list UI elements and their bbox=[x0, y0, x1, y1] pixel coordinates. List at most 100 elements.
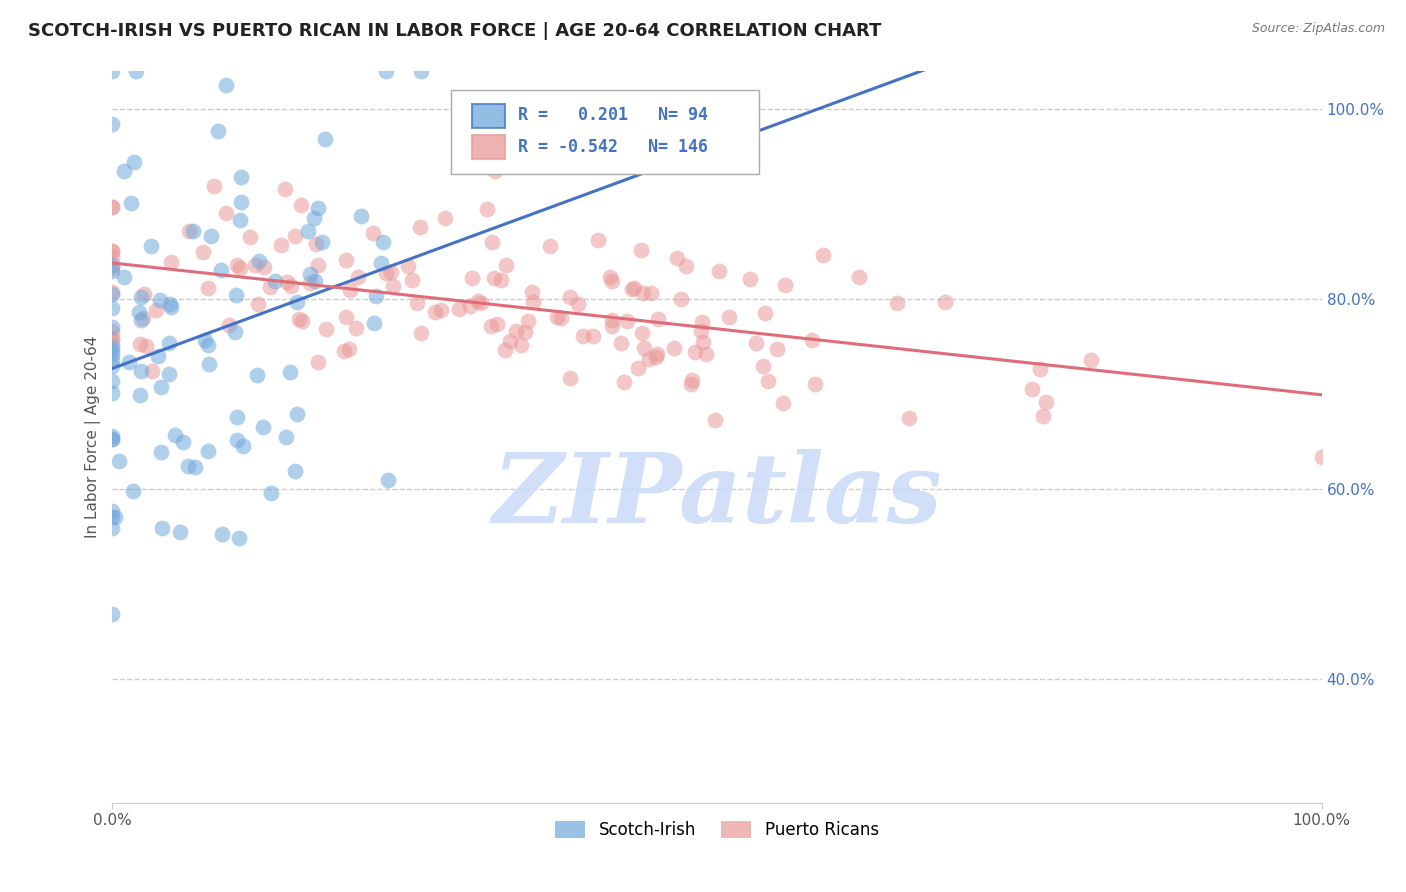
Point bbox=[494, 343, 516, 357]
Point bbox=[600, 312, 623, 326]
Point bbox=[683, 344, 706, 359]
Point bbox=[423, 304, 446, 318]
Point bbox=[304, 211, 326, 226]
Point bbox=[613, 375, 636, 389]
Point bbox=[717, 310, 740, 324]
Point bbox=[163, 428, 186, 442]
Point bbox=[886, 295, 908, 310]
Point bbox=[461, 271, 484, 285]
Point bbox=[505, 324, 527, 338]
Point bbox=[101, 433, 124, 447]
Point bbox=[284, 228, 307, 243]
Point bbox=[690, 315, 713, 329]
Point bbox=[1035, 394, 1057, 409]
Point bbox=[128, 305, 150, 319]
Point bbox=[101, 504, 124, 518]
Point bbox=[304, 237, 326, 252]
Point bbox=[229, 213, 252, 227]
Point bbox=[101, 258, 124, 272]
Point bbox=[458, 299, 481, 313]
Point bbox=[401, 273, 423, 287]
Point bbox=[229, 169, 252, 184]
Point bbox=[666, 252, 689, 266]
Point bbox=[396, 259, 419, 273]
Point bbox=[177, 459, 200, 474]
Point bbox=[157, 335, 180, 350]
Text: R =   0.201   N= 94: R = 0.201 N= 94 bbox=[517, 106, 707, 124]
Point bbox=[485, 317, 508, 331]
Point bbox=[640, 285, 662, 300]
Point bbox=[804, 376, 827, 391]
Point bbox=[226, 410, 249, 425]
Point bbox=[433, 211, 456, 226]
Point bbox=[307, 355, 329, 369]
Point bbox=[538, 239, 561, 253]
Point bbox=[363, 316, 385, 330]
Point bbox=[101, 521, 124, 535]
Point bbox=[101, 64, 124, 78]
Point bbox=[801, 333, 824, 347]
Point bbox=[681, 377, 703, 392]
Point bbox=[1021, 382, 1043, 396]
Point bbox=[101, 285, 124, 300]
Point bbox=[229, 195, 252, 210]
Point bbox=[207, 124, 229, 138]
Point bbox=[339, 283, 361, 297]
Point bbox=[586, 233, 609, 247]
Point bbox=[371, 235, 394, 250]
Point bbox=[101, 386, 124, 401]
Point bbox=[131, 313, 153, 327]
Point bbox=[333, 343, 356, 358]
Point bbox=[290, 198, 312, 212]
Point bbox=[307, 258, 329, 272]
Point bbox=[149, 380, 172, 394]
Point bbox=[270, 238, 292, 252]
Point bbox=[108, 454, 131, 468]
Point bbox=[703, 413, 725, 427]
Point bbox=[114, 163, 136, 178]
Point bbox=[495, 259, 517, 273]
Point bbox=[128, 336, 150, 351]
Point bbox=[709, 263, 731, 277]
Point bbox=[194, 333, 217, 347]
Point bbox=[671, 292, 693, 306]
Point bbox=[197, 281, 219, 295]
Point bbox=[215, 78, 238, 92]
Point bbox=[177, 224, 200, 238]
Point bbox=[546, 310, 568, 324]
Point bbox=[101, 428, 124, 442]
Point bbox=[773, 278, 796, 293]
Point bbox=[172, 435, 194, 450]
Point bbox=[662, 341, 685, 355]
Point bbox=[513, 326, 536, 340]
Point bbox=[346, 320, 368, 334]
Legend: Scotch-Irish, Puerto Ricans: Scotch-Irish, Puerto Ricans bbox=[548, 814, 886, 846]
Point bbox=[101, 244, 124, 259]
Point bbox=[101, 331, 124, 345]
Point bbox=[225, 258, 247, 272]
Text: SCOTCH-IRISH VS PUERTO RICAN IN LABOR FORCE | AGE 20-64 CORRELATION CHART: SCOTCH-IRISH VS PUERTO RICAN IN LABOR FO… bbox=[28, 22, 882, 40]
Point bbox=[101, 260, 124, 275]
Point bbox=[247, 253, 270, 268]
Point bbox=[141, 364, 163, 378]
Point bbox=[681, 373, 703, 387]
Point bbox=[738, 272, 761, 286]
Point bbox=[260, 486, 283, 500]
Point bbox=[522, 285, 544, 299]
Point bbox=[159, 300, 181, 314]
Point bbox=[276, 275, 298, 289]
Point bbox=[101, 201, 124, 215]
Point bbox=[225, 434, 247, 448]
Point bbox=[361, 226, 384, 240]
Point bbox=[239, 230, 262, 244]
Point bbox=[129, 364, 152, 378]
Point bbox=[314, 132, 336, 146]
Point bbox=[291, 314, 314, 328]
Point bbox=[517, 313, 540, 327]
Point bbox=[229, 261, 252, 276]
Point bbox=[470, 296, 492, 310]
Point bbox=[1032, 409, 1054, 424]
Point bbox=[118, 355, 141, 369]
Point bbox=[675, 260, 697, 274]
Point bbox=[101, 353, 124, 368]
